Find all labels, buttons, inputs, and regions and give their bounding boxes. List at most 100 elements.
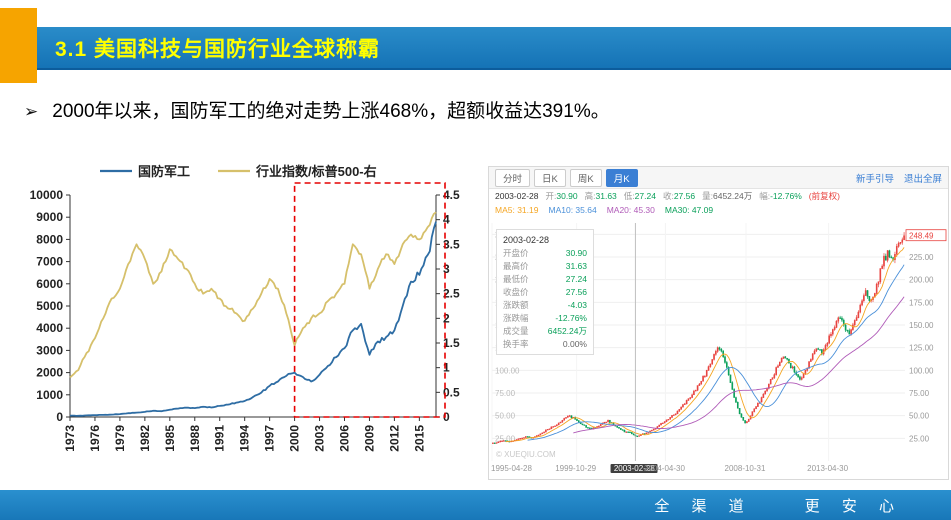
svg-text:1982: 1982 xyxy=(138,425,152,452)
svg-text:行业指数/标普500-右: 行业指数/标普500-右 xyxy=(255,164,377,179)
detail-row: 最低价 27.24 xyxy=(503,274,587,284)
footer-text-left: 全 渠 道 xyxy=(654,497,753,515)
svg-text:2009: 2009 xyxy=(362,425,376,452)
detail-row: 涨跌额 -4.03 xyxy=(503,300,587,310)
link-新手引导[interactable]: 新手引导 xyxy=(855,173,894,185)
svg-text:8000: 8000 xyxy=(36,232,63,246)
svg-text:0: 0 xyxy=(56,410,63,424)
svg-text:0.5: 0.5 xyxy=(443,385,460,399)
tab-月K[interactable]: 月K xyxy=(605,168,638,187)
detail-row: 收盘价 27.56 xyxy=(503,287,587,297)
svg-text:25.00: 25.00 xyxy=(909,434,930,443)
svg-text:3: 3 xyxy=(443,262,450,276)
svg-text:3000: 3000 xyxy=(36,343,63,357)
svg-text:225.00: 225.00 xyxy=(909,253,934,262)
bullet-text: 2000年以来，国防军工的绝对走势上涨468%，超额收益达391%。 xyxy=(52,101,610,122)
info-item: 开:30.90 xyxy=(545,191,578,201)
date-axis: 1995-04-28 1999-10-29 2003-02-28 2004-04-30… xyxy=(489,463,948,479)
detail-date: 2003-02-28 xyxy=(503,235,550,245)
candlestick-chart-svg: 25.00 25.00 50.00 50.00 75.00 75.00 100.00 100.… xyxy=(491,223,947,461)
svg-text:2012: 2012 xyxy=(387,425,401,452)
ma-item: MA20: 45.30 xyxy=(606,205,655,215)
page-title: 3.1 美国科技与国防行业全球称霸 xyxy=(55,37,381,61)
ma-item: MA5: 31.19 xyxy=(495,205,539,215)
svg-text:1994: 1994 xyxy=(238,425,252,452)
svg-text:175.00: 175.00 xyxy=(909,298,934,307)
info-item: 收:27.56 xyxy=(662,191,696,201)
svg-text:125.00: 125.00 xyxy=(909,344,934,353)
svg-text:1976: 1976 xyxy=(88,425,102,452)
candlestick-area: 2003-02-28 开盘价 30.90 最高价 31.63 最低价 27.24 收盘价 27… xyxy=(490,217,947,463)
svg-text:100.00: 100.00 xyxy=(495,366,520,375)
date-tick: 2003-02-28 xyxy=(610,464,658,473)
svg-text:1985: 1985 xyxy=(163,425,177,452)
svg-text:2003: 2003 xyxy=(313,425,327,452)
info-item: 量:6452.24万 xyxy=(702,191,753,201)
detail-row: 最高价 31.63 xyxy=(503,261,587,271)
info-item: 幅:-12.76% xyxy=(759,191,802,201)
date-tick: 1999-10-29 xyxy=(555,464,597,473)
tab-周K[interactable]: 周K xyxy=(569,168,602,187)
tab-日K[interactable]: 日K xyxy=(534,168,566,187)
svg-text:9000: 9000 xyxy=(36,210,63,224)
svg-text:0: 0 xyxy=(443,410,450,424)
date-tick: 2004-04-30 xyxy=(643,464,685,473)
date-tick: 2008-10-31 xyxy=(724,464,766,473)
toolbar-links: 新手引导 退出全屏 xyxy=(856,171,942,185)
defense-index-line-chart-svg: 0100020003000400050006000700080009000100… xyxy=(30,164,460,452)
svg-text:1979: 1979 xyxy=(113,425,127,452)
svg-text:1988: 1988 xyxy=(188,425,202,452)
stock-toolbar: 分时 日K 周K 月K 新手引导 退出全屏 xyxy=(489,167,948,189)
svg-text:2006: 2006 xyxy=(338,425,352,452)
svg-text:1991: 1991 xyxy=(213,425,227,452)
svg-text:2000: 2000 xyxy=(288,425,302,452)
svg-text:75.00: 75.00 xyxy=(495,389,516,398)
svg-text:10000: 10000 xyxy=(30,188,64,202)
svg-text:2000: 2000 xyxy=(36,366,63,380)
svg-text:200.00: 200.00 xyxy=(909,276,934,285)
info-item: 高:31.63 xyxy=(584,191,617,201)
svg-text:1973: 1973 xyxy=(63,425,77,452)
detail-row: 开盘价 30.90 xyxy=(503,248,587,258)
ma-item: MA10: 35.64 xyxy=(548,205,597,215)
ma-item: MA30: 47.09 xyxy=(664,205,714,215)
svg-text:4000: 4000 xyxy=(36,321,63,335)
date-tick: 1995-04-28 xyxy=(491,464,532,473)
svg-text:75.00: 75.00 xyxy=(909,389,930,398)
svg-text:2.5: 2.5 xyxy=(443,287,460,301)
svg-text:50.00: 50.00 xyxy=(909,412,930,421)
svg-text:1997: 1997 xyxy=(263,425,277,452)
detail-row: 成交量 6452.24万 xyxy=(503,326,587,336)
info-item: 低:27.24 xyxy=(623,191,656,201)
svg-text:248.49: 248.49 xyxy=(909,232,934,241)
svg-text:50.00: 50.00 xyxy=(495,412,516,421)
svg-text:2: 2 xyxy=(443,311,450,325)
defense-index-line-chart: 0 1000 2000 3000 4000 5000 6000 7000 8000 9000 100… xyxy=(20,155,472,469)
svg-text:1000: 1000 xyxy=(36,388,63,402)
detail-row: 涨跌幅 -12.76% xyxy=(503,313,587,323)
link-退出全屏[interactable]: 退出全屏 xyxy=(903,173,942,185)
stock-info-line: 2003-02-28 开:30.90 高:31.63 低:27.24 收:27.56 量:… xyxy=(489,189,948,203)
svg-text:5000: 5000 xyxy=(36,299,63,313)
svg-text:7000: 7000 xyxy=(36,255,63,269)
title-bar: 3.1 美国科技与国防行业全球称霸 xyxy=(37,27,951,70)
footer-text-right: 更 安 心 xyxy=(804,497,903,515)
footer-bar: 全 渠 道 更 安 心 xyxy=(0,490,951,520)
svg-text:6000: 6000 xyxy=(36,277,63,291)
svg-text:1: 1 xyxy=(443,361,450,375)
adjust-mode[interactable]: (前复权) xyxy=(808,191,840,201)
svg-text:© XUEQIU.COM: © XUEQIU.COM xyxy=(496,450,556,459)
stock-app-screenshot: 分时 日K 周K 月K 新手引导 退出全屏 2003-02-28 开:30.90 高:31.6… xyxy=(488,166,949,480)
svg-text:1.5: 1.5 xyxy=(443,336,460,350)
bullet-arrow-icon: ➢ xyxy=(24,102,39,121)
svg-text:4.5: 4.5 xyxy=(443,188,460,202)
svg-text:150.00: 150.00 xyxy=(909,321,934,330)
bullet-row: ➢ 2000年以来，国防军工的绝对走势上涨468%，超额收益达391%。 xyxy=(24,99,610,125)
stock-ma-line: MA5: 31.19 MA10: 35.64 MA20: 45.30 MA30: 47… xyxy=(489,203,948,217)
accent-block xyxy=(0,8,37,83)
svg-text:4: 4 xyxy=(443,213,450,227)
tab-分时[interactable]: 分时 xyxy=(495,168,531,187)
detail-row: 换手率 0.00% xyxy=(503,339,587,349)
svg-text:25.00: 25.00 xyxy=(495,434,516,443)
